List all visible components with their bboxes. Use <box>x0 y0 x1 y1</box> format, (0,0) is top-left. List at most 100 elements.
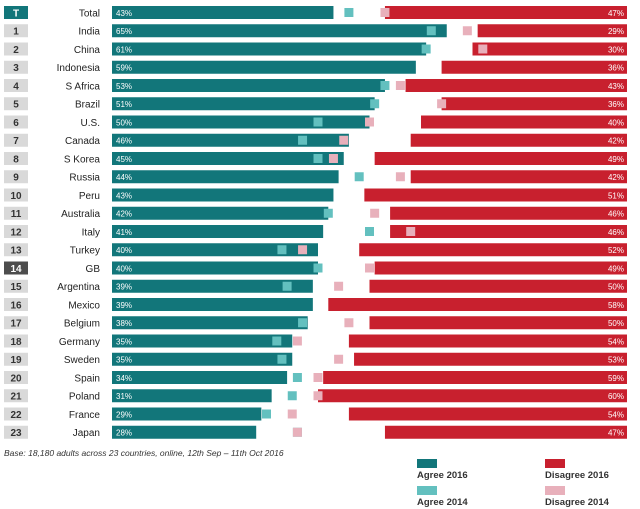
agree-2016-label: 28% <box>116 429 132 438</box>
agree-2014-marker <box>344 8 354 17</box>
agree-2016-label: 51% <box>116 100 132 109</box>
country-label-turkey: Turkey <box>70 246 100 257</box>
disagree-2014-marker <box>365 117 374 127</box>
disagree-2016-bar <box>369 279 627 293</box>
rank-box <box>4 97 28 111</box>
rank-box <box>4 371 28 384</box>
agree-2016-label: 35% <box>116 356 132 365</box>
disagree-2016-bar <box>384 6 627 19</box>
agree-2014-marker <box>282 281 292 291</box>
legend-label-agree-2014: Agree 2014 <box>417 497 468 508</box>
agree-2016-bar <box>112 352 293 366</box>
country-label-peru: Peru <box>79 191 100 202</box>
agree-2016-bar <box>112 115 370 129</box>
rank-box <box>4 170 28 184</box>
rank-box <box>4 6 28 19</box>
agree-2014-marker <box>313 117 323 127</box>
country-label-argentina: Argentina <box>57 282 100 293</box>
rank-label: 17 <box>10 319 22 330</box>
disagree-2016-bar <box>410 133 627 147</box>
rank-box <box>4 42 28 56</box>
rank-box <box>4 133 28 147</box>
rank-label: 5 <box>13 100 19 111</box>
country-label-gb: GB <box>86 264 101 275</box>
disagree-2016-bar <box>328 298 627 311</box>
rank-label: 11 <box>11 209 22 220</box>
rank-box <box>4 206 28 220</box>
agree-2016-label: 65% <box>116 27 132 36</box>
country-label-brazil: Brazil <box>75 100 100 111</box>
rank-label: 21 <box>10 392 22 403</box>
rank-label: 6 <box>13 118 19 129</box>
agree-2014-marker <box>380 81 390 90</box>
country-label-india: India <box>78 27 100 38</box>
rank-label: 4 <box>13 81 19 92</box>
disagree-2016-bar <box>374 261 627 275</box>
agree-2016-label: 45% <box>116 155 132 164</box>
disagree-2016-bar <box>390 225 627 238</box>
country-label-belgium: Belgium <box>64 319 100 330</box>
country-label-russia: Russia <box>69 173 100 184</box>
disagree-2016-bar <box>354 352 627 366</box>
disagree-2016-label: 36% <box>608 64 624 73</box>
disagree-2016-label: 47% <box>608 9 624 18</box>
disagree-2014-marker <box>478 44 488 54</box>
agree-2016-label: 44% <box>116 173 132 182</box>
rank-box <box>4 334 28 348</box>
legend-swatch-agree-2016 <box>417 459 437 468</box>
disagree-2016-bar <box>384 425 627 439</box>
disagree-2014-marker <box>334 281 344 291</box>
agree-2016-bar <box>112 334 293 348</box>
rank-label: 1 <box>13 27 19 38</box>
disagree-2016-bar <box>323 371 627 384</box>
agree-2016-bar <box>112 6 334 19</box>
agree-2016-label: 39% <box>116 301 132 310</box>
rank-label: 23 <box>10 428 22 439</box>
country-label-china: China <box>74 45 101 56</box>
rank-box <box>4 225 28 238</box>
rank-box <box>4 243 28 257</box>
rank-label: 7 <box>13 136 19 147</box>
agree-2016-label: 29% <box>116 410 132 419</box>
country-label-australia: Australia <box>61 209 100 220</box>
agree-2014-marker <box>365 227 374 236</box>
agree-2016-label: 59% <box>116 64 132 73</box>
agree-2014-marker <box>287 391 297 401</box>
rank-box <box>4 279 28 293</box>
country-label-france: France <box>69 410 101 421</box>
disagree-2016-bar <box>410 170 627 184</box>
disagree-2014-marker <box>406 227 416 236</box>
agree-2016-bar <box>112 225 324 238</box>
disagree-2016-label: 50% <box>608 283 624 292</box>
agree-2016-bar <box>112 79 385 92</box>
rank-box <box>4 79 28 92</box>
country-label-spain: Spain <box>74 373 100 384</box>
rank-label: 8 <box>13 154 19 165</box>
disagree-2016-bar <box>477 24 627 38</box>
agree-2016-label: 35% <box>116 337 132 346</box>
disagree-2014-marker <box>339 135 349 145</box>
agree-2016-bar <box>112 243 318 257</box>
disagree-2016-label: 50% <box>608 319 624 328</box>
disagree-2014-marker <box>313 373 323 382</box>
legend-swatch-disagree-2014 <box>545 486 565 495</box>
agree-2016-label: 50% <box>116 118 132 127</box>
legend-label-disagree-2016: Disagree 2016 <box>545 470 609 481</box>
agree-2016-bar <box>112 407 262 421</box>
disagree-2016-bar <box>374 152 627 165</box>
agree-2016-label: 41% <box>116 228 132 237</box>
disagree-2016-label: 36% <box>608 100 624 109</box>
disagree-2016-label: 53% <box>608 356 624 365</box>
rank-label: 20 <box>10 373 22 384</box>
disagree-2016-bar <box>359 243 627 257</box>
agree-2014-marker <box>354 172 364 182</box>
disagree-2014-marker <box>287 409 297 419</box>
country-label-canada: Canada <box>65 136 100 147</box>
disagree-2016-label: 42% <box>608 173 624 182</box>
disagree-2014-marker <box>292 336 302 346</box>
agree-2016-label: 46% <box>116 137 132 146</box>
agree-2014-marker <box>313 154 323 163</box>
agree-2016-label: 40% <box>116 246 132 255</box>
disagree-2016-bar <box>472 42 627 56</box>
agree-2016-bar <box>112 298 313 311</box>
